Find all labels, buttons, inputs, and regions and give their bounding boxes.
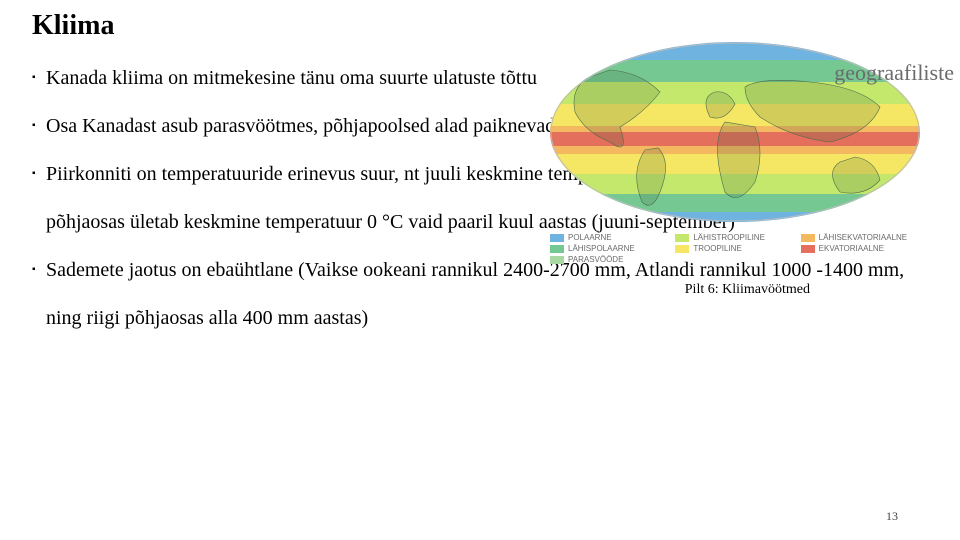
legend-swatch — [550, 256, 564, 264]
slide-title: Kliima — [32, 10, 936, 42]
legend-label: PARASVÖÖDE — [568, 255, 623, 264]
legend-swatch — [801, 234, 815, 242]
legend-label: LÄHISPOLAARNE — [568, 244, 635, 253]
legend-label: LÄHISEKVATORIAALNE — [819, 233, 907, 242]
legend-swatch — [550, 234, 564, 242]
legend-item: LÄHISPOLAARNE — [550, 244, 669, 253]
legend-label: LÄHISTROOPILINE — [693, 233, 765, 242]
slide: Kliima geograafiliste POLAARNE LÄHISTROOP… — [0, 0, 960, 540]
legend-item: POLAARNE — [550, 233, 669, 242]
legend-item: LÄHISEKVATORIAALNE — [801, 233, 920, 242]
page-number: 13 — [886, 509, 898, 524]
legend-swatch — [801, 245, 815, 253]
climate-map-legend: POLAARNE LÄHISTROOPILINE LÄHISEKVATORIAALN… — [550, 233, 920, 264]
overflow-word: geograafiliste — [834, 60, 954, 86]
legend-item: TROOPILINE — [675, 244, 794, 253]
legend-item: EKVATORIAALNE — [801, 244, 920, 253]
legend-item: PARASVÖÖDE — [550, 255, 669, 264]
legend-swatch — [675, 245, 689, 253]
legend-swatch — [550, 245, 564, 253]
legend-item: LÄHISTROOPILINE — [675, 233, 794, 242]
legend-label: POLAARNE — [568, 233, 612, 242]
legend-label: TROOPILINE — [693, 244, 741, 253]
legend-swatch — [675, 234, 689, 242]
legend-label: EKVATORIAALNE — [819, 244, 884, 253]
